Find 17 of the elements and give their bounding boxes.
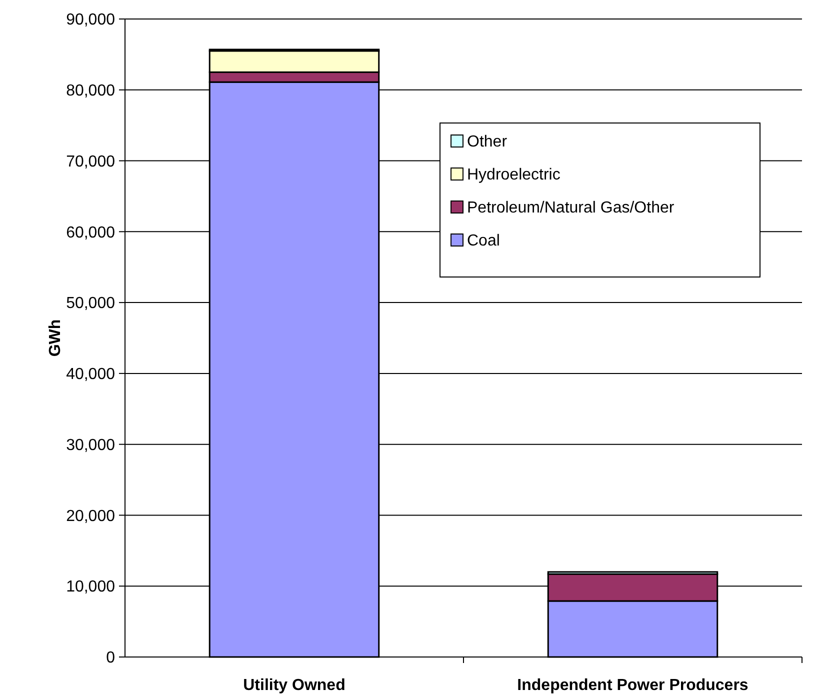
y-tick-label: 70,000 [66, 153, 116, 170]
y-tick-label: 10,000 [66, 578, 116, 596]
legend-label: Other [467, 134, 508, 151]
legend-label: Hydroelectric [467, 166, 560, 184]
y-tick-label: 20,000 [66, 508, 116, 525]
legend-label: Petroleum/Natural Gas/Other [467, 200, 675, 217]
y-tick-label: 90,000 [66, 12, 116, 29]
legend-label: Coal [467, 232, 500, 250]
y-tick-label: 60,000 [66, 224, 116, 242]
y-tick-label: 50,000 [66, 295, 116, 312]
y-tick-label: 0 [106, 650, 116, 667]
x-tick-label: Independent Power Producers [517, 677, 748, 694]
y-tick-label: 30,000 [66, 436, 116, 454]
y-tick-label: 80,000 [66, 82, 116, 100]
y-tick-label: 40,000 [66, 366, 116, 384]
x-tick-label: Utility Owned [243, 677, 346, 694]
y-axis-title: GWh [47, 319, 64, 357]
